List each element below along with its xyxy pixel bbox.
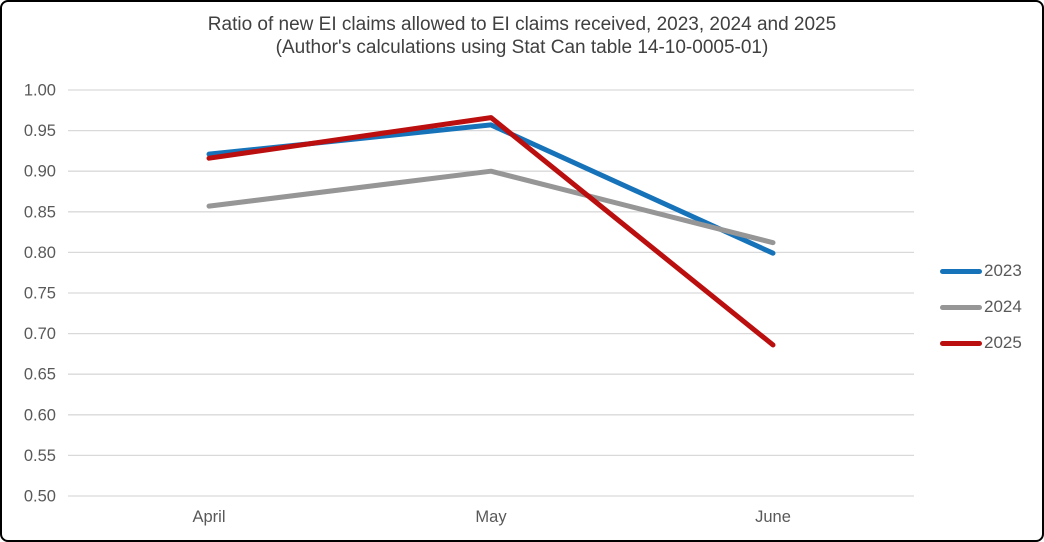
chart-title-line1: Ratio of new EI claims allowed to EI cla… (207, 14, 837, 35)
y-tick-label: 1.00 (24, 82, 56, 100)
chart-title-line2: (Author's calculations using Stat Can ta… (275, 37, 769, 58)
series-line-2024 (206, 168, 776, 246)
y-tick-label: 0.80 (24, 244, 56, 262)
series-line-2025 (206, 115, 776, 348)
y-tick-label: 0.50 (24, 488, 56, 506)
legend-swatch-2023 (940, 268, 982, 274)
y-tick-label: 0.65 (24, 366, 56, 384)
y-tick-label: 0.95 (24, 122, 56, 140)
legend-item-2024: 2024 (940, 297, 1022, 317)
y-tick-label: 0.90 (24, 163, 56, 181)
y-tick-label: 0.60 (24, 406, 56, 424)
legend-swatch-2025 (940, 340, 982, 346)
legend-swatch-2024 (940, 304, 982, 310)
legend-item-2023: 2023 (940, 261, 1022, 281)
chart-title: Ratio of new EI claims allowed to EI cla… (2, 13, 1042, 59)
x-tick-label: April (192, 508, 225, 526)
legend-item-2025: 2025 (940, 333, 1022, 353)
y-tick-label: 0.85 (24, 203, 56, 221)
legend-label-2024: 2024 (984, 297, 1022, 316)
y-tick-label: 0.75 (24, 285, 56, 303)
legend: 2023 2024 2025 (940, 261, 1022, 353)
y-tick-label: 0.55 (24, 447, 56, 465)
y-tick-label: 0.70 (24, 325, 56, 343)
legend-label-2025: 2025 (984, 333, 1022, 352)
x-tick-label: May (475, 508, 507, 526)
legend-label-2023: 2023 (984, 261, 1022, 280)
x-tick-label: June (755, 508, 791, 526)
